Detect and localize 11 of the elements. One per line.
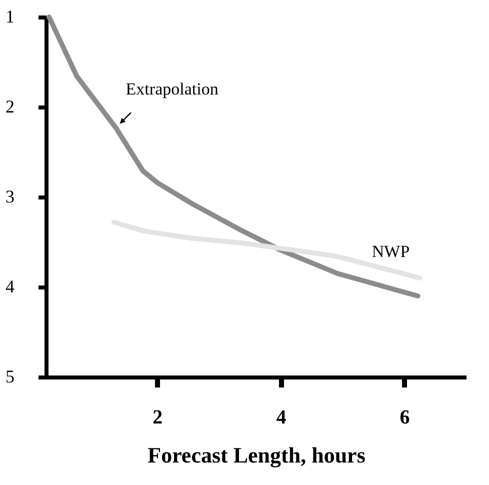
x-tick-label: 2	[152, 406, 163, 428]
x-tick-label: 6	[400, 406, 410, 428]
series-label: NWP	[372, 242, 410, 261]
y-tick-label: 3	[6, 186, 14, 206]
y-tick-label: 4	[6, 276, 14, 296]
series-label: Extrapolation	[126, 80, 219, 99]
y-tick-label: 5	[6, 366, 14, 386]
x-axis-title: Forecast Length, hours	[148, 442, 366, 468]
y-tick-label: 1	[6, 6, 14, 26]
x-tick-label: 4	[276, 406, 286, 428]
y-tick-label: 2	[6, 96, 14, 116]
